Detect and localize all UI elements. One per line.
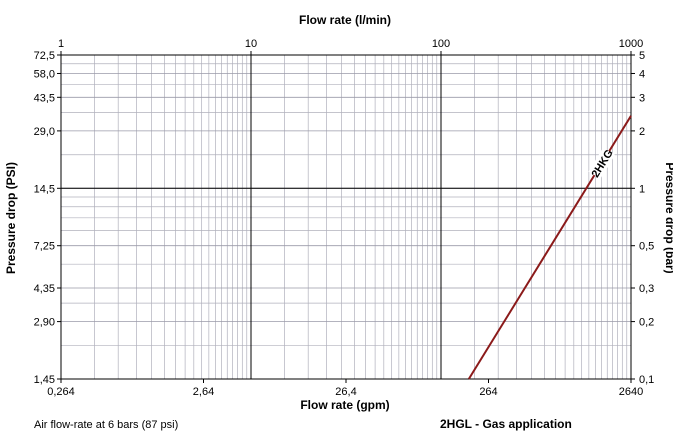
right-tick-label: 3 [639, 92, 645, 104]
top-tick-label: 10 [245, 38, 257, 50]
left-tick-label: 4,35 [34, 283, 55, 295]
left-tick-label: 14,5 [34, 183, 55, 195]
bottom-axis-ticks: 0,264 2,64 26,4 264 2640 [47, 379, 643, 398]
top-axis-ticks: 1 10 100 1000 [58, 38, 643, 55]
right-tick-label: 0,5 [639, 241, 654, 253]
right-tick-label: 2 [639, 126, 645, 138]
right-tick-label: 1 [639, 183, 645, 195]
top-tick-label: 1 [58, 38, 64, 50]
top-axis-title: Flow rate (l/min) [299, 13, 391, 27]
bottom-axis-title: Flow rate (gpm) [300, 398, 389, 412]
bottom-tick-label: 2,64 [193, 386, 214, 398]
left-tick-label: 29,0 [34, 126, 55, 138]
right-axis-title: Pressure drop (bar) [663, 162, 673, 273]
left-tick-label: 58,0 [34, 68, 55, 80]
left-tick-label: 1,45 [34, 374, 55, 386]
left-axis-ticks: 1,45 2,90 4,35 7,25 14,5 29,0 43,5 58,0 72,5 [34, 50, 61, 386]
footnote-left: Air flow-rate at 6 bars (87 psi) [34, 419, 178, 431]
right-tick-label: 4 [639, 68, 645, 80]
footnote-right: 2HGL - Gas application [440, 417, 572, 431]
bottom-tick-label: 0,264 [47, 386, 75, 398]
bottom-tick-label: 26,4 [335, 386, 356, 398]
top-tick-label: 100 [432, 38, 450, 50]
series-label-background [588, 147, 616, 179]
top-tick-label: 1000 [619, 38, 643, 50]
left-axis-title: Pressure drop (PSI) [4, 162, 18, 274]
right-axis-ticks: 0,1 0,2 0,3 0,5 1 2 3 4 5 [631, 50, 654, 386]
right-tick-label: 0,2 [639, 317, 654, 329]
right-tick-label: 5 [639, 50, 645, 62]
left-tick-label: 7,25 [34, 241, 55, 253]
left-tick-label: 2,90 [34, 317, 55, 329]
bottom-tick-label: 2640 [619, 386, 643, 398]
right-tick-label: 0,1 [639, 374, 654, 386]
right-tick-label: 0,3 [639, 283, 654, 295]
left-tick-label: 43,5 [34, 92, 55, 104]
bottom-tick-label: 264 [479, 386, 497, 398]
left-tick-label: 72,5 [34, 50, 55, 62]
